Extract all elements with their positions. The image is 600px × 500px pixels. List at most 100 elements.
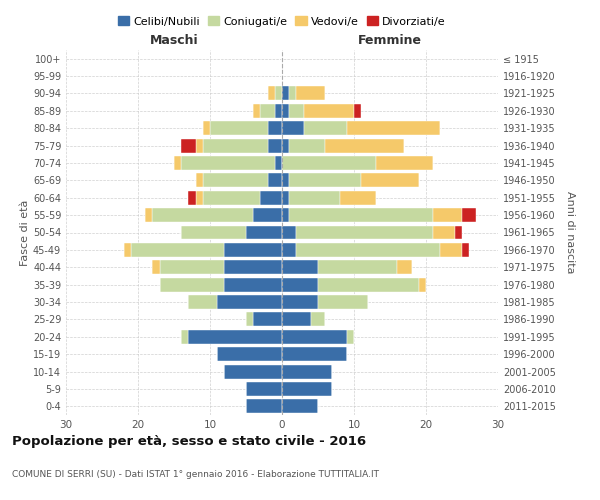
Bar — [224, 364, 282, 378]
Bar — [318, 295, 368, 309]
Bar — [304, 122, 347, 135]
Bar — [224, 243, 282, 257]
Bar — [275, 86, 282, 101]
Bar — [397, 260, 412, 274]
Bar — [282, 243, 296, 257]
Bar — [296, 86, 325, 101]
Bar — [282, 347, 347, 361]
Bar — [246, 382, 282, 396]
Bar — [260, 104, 275, 118]
Bar — [282, 104, 289, 118]
Bar — [340, 191, 376, 204]
Bar — [275, 156, 282, 170]
Bar — [210, 122, 268, 135]
Bar — [246, 226, 282, 239]
Bar — [289, 208, 433, 222]
Bar — [253, 312, 282, 326]
Bar — [282, 138, 289, 152]
Bar — [282, 364, 332, 378]
Bar — [217, 347, 282, 361]
Bar — [203, 191, 260, 204]
Bar — [289, 174, 361, 188]
Bar — [282, 191, 289, 204]
Bar — [282, 260, 318, 274]
Bar — [160, 278, 224, 291]
Bar — [347, 122, 440, 135]
Bar — [246, 400, 282, 413]
Bar — [433, 208, 462, 222]
Bar — [289, 191, 340, 204]
Bar — [296, 226, 433, 239]
Bar — [131, 243, 224, 257]
Bar — [145, 208, 152, 222]
Bar — [181, 138, 196, 152]
Bar — [260, 191, 282, 204]
Bar — [318, 278, 419, 291]
Text: COMUNE DI SERRI (SU) - Dati ISTAT 1° gennaio 2016 - Elaborazione TUTTITALIA.IT: COMUNE DI SERRI (SU) - Dati ISTAT 1° gen… — [12, 470, 379, 479]
Bar — [181, 156, 275, 170]
Bar — [217, 295, 282, 309]
Bar — [347, 330, 354, 344]
Bar — [282, 400, 318, 413]
Bar — [268, 138, 282, 152]
Bar — [282, 122, 304, 135]
Bar — [188, 295, 217, 309]
Bar — [160, 260, 224, 274]
Bar — [282, 278, 318, 291]
Bar — [282, 86, 289, 101]
Bar — [296, 243, 440, 257]
Bar — [152, 260, 160, 274]
Bar — [282, 208, 289, 222]
Bar — [188, 330, 282, 344]
Text: Popolazione per età, sesso e stato civile - 2016: Popolazione per età, sesso e stato civil… — [12, 435, 366, 448]
Bar — [282, 330, 347, 344]
Bar — [124, 243, 131, 257]
Bar — [289, 138, 325, 152]
Bar — [268, 174, 282, 188]
Bar — [174, 156, 181, 170]
Bar — [282, 295, 318, 309]
Bar — [282, 382, 332, 396]
Bar — [268, 122, 282, 135]
Bar — [419, 278, 426, 291]
Bar — [282, 156, 376, 170]
Bar — [152, 208, 253, 222]
Bar — [462, 208, 476, 222]
Bar — [455, 226, 462, 239]
Bar — [440, 243, 462, 257]
Bar — [282, 226, 296, 239]
Bar — [376, 156, 433, 170]
Bar — [318, 260, 397, 274]
Bar — [246, 312, 253, 326]
Bar — [253, 104, 260, 118]
Y-axis label: Fasce di età: Fasce di età — [20, 200, 30, 266]
Text: Femmine: Femmine — [358, 34, 422, 46]
Bar — [196, 191, 203, 204]
Bar — [282, 312, 311, 326]
Bar — [181, 330, 188, 344]
Text: Maschi: Maschi — [149, 34, 199, 46]
Bar — [289, 104, 304, 118]
Bar — [268, 86, 275, 101]
Legend: Celibi/Nubili, Coniugati/e, Vedovi/e, Divorziati/e: Celibi/Nubili, Coniugati/e, Vedovi/e, Di… — [114, 12, 450, 31]
Bar — [275, 104, 282, 118]
Bar — [325, 138, 404, 152]
Bar — [462, 243, 469, 257]
Bar — [188, 191, 196, 204]
Bar — [311, 312, 325, 326]
Bar — [304, 104, 354, 118]
Bar — [196, 174, 203, 188]
Bar — [181, 226, 246, 239]
Bar — [203, 138, 268, 152]
Bar — [196, 138, 203, 152]
Bar — [253, 208, 282, 222]
Bar — [289, 86, 296, 101]
Bar — [361, 174, 419, 188]
Bar — [224, 278, 282, 291]
Bar — [203, 174, 268, 188]
Bar — [203, 122, 210, 135]
Y-axis label: Anni di nascita: Anni di nascita — [565, 191, 575, 274]
Bar — [224, 260, 282, 274]
Bar — [282, 174, 289, 188]
Bar — [433, 226, 455, 239]
